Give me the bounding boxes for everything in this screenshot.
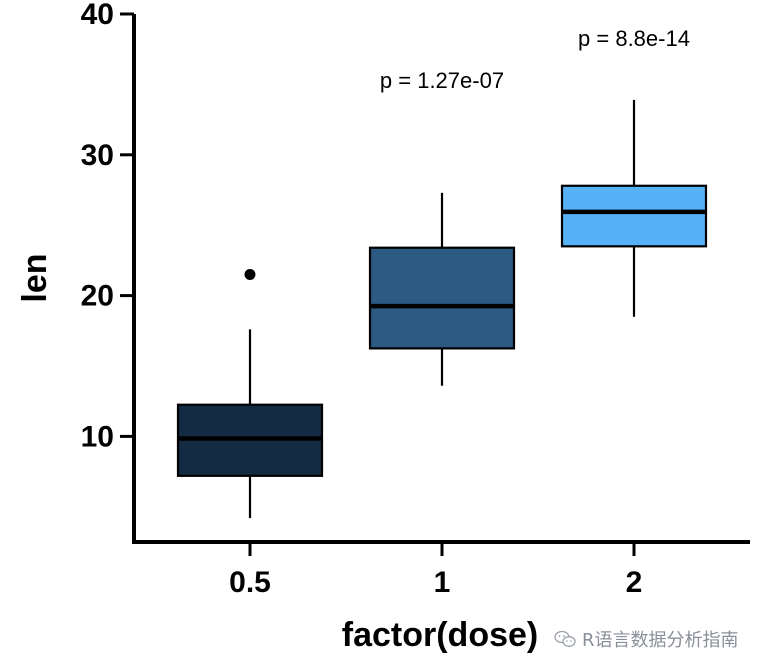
- y-tick-label-20: 20: [81, 280, 114, 313]
- x-tick-label-1: 1: [434, 566, 451, 599]
- wechat-icon: [554, 630, 576, 647]
- x-tick-label-0.5: 0.5: [229, 566, 271, 599]
- y-tick-label-10: 10: [81, 420, 114, 453]
- y-tick-label-30: 30: [81, 139, 114, 172]
- watermark-text: R语言数据分析指南: [582, 630, 739, 651]
- x-tick-label-2: 2: [626, 566, 643, 599]
- x-axis-title: factor(dose): [342, 616, 538, 654]
- watermark: R语言数据分析指南: [548, 624, 745, 654]
- p-value-label-1: p = 1.27e-07: [380, 68, 504, 93]
- y-tick-label-40: 40: [81, 0, 114, 31]
- box-1: [368, 246, 516, 350]
- y-axis-title: len: [16, 253, 54, 302]
- box-2: [560, 184, 708, 248]
- outlier-0_5-0: [244, 268, 256, 280]
- p-value-label-2: p = 8.8e-14: [578, 26, 690, 51]
